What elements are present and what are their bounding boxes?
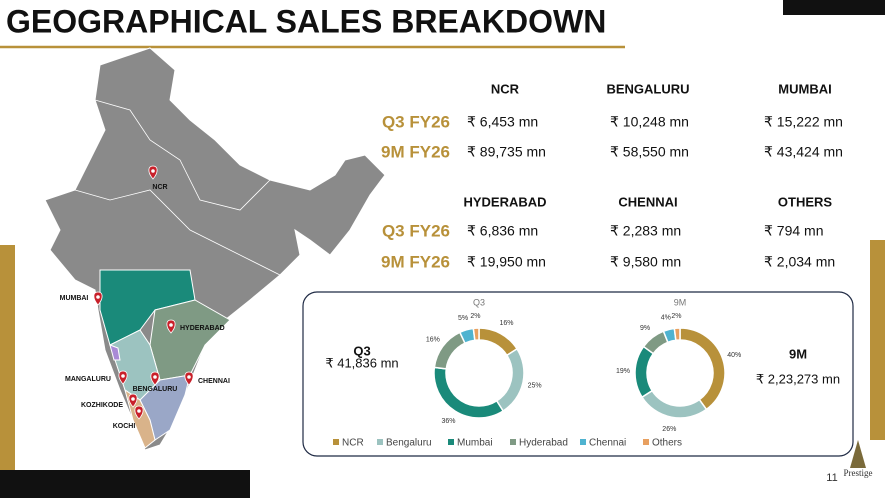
chart-title: Q3: [473, 297, 485, 307]
row-label: 9M FY26: [381, 252, 450, 271]
donut-slice: [495, 347, 525, 413]
data-label: 16%: [499, 320, 513, 327]
map-label: BENGALURU: [133, 386, 178, 393]
legend-label: Hyderabad: [519, 438, 568, 449]
column-header: MUMBAI: [778, 81, 831, 96]
map-label: KOZHIKODE: [81, 402, 123, 409]
data-label: 5%: [458, 315, 468, 322]
map-pin-dot: [96, 295, 100, 299]
legend-label: Mumbai: [457, 438, 493, 449]
state-goa: [109, 344, 121, 361]
data-label: 2%: [671, 313, 681, 320]
legend-swatch: [580, 439, 586, 445]
corner-bar: [783, 0, 885, 15]
map-label: KOCHI: [113, 423, 136, 430]
donut-slice: [478, 327, 519, 357]
column-header: CHENNAI: [618, 194, 677, 209]
sales-value: ₹ 19,950 mn: [467, 254, 546, 270]
sales-value: ₹ 58,550 mn: [610, 144, 689, 160]
row-label: 9M FY26: [381, 142, 450, 161]
sales-value: ₹ 6,836 mn: [467, 223, 538, 239]
sales-value: ₹ 794 mn: [764, 223, 824, 239]
total-value: ₹ 41,836 mn: [325, 355, 398, 370]
map-outline: [44, 47, 386, 451]
legend-swatch: [377, 439, 383, 445]
map-pin-dot: [151, 169, 155, 173]
total-value: ₹ 2,23,273 mn: [756, 371, 840, 386]
india-map: [44, 47, 386, 451]
total-label: 9M: [789, 346, 807, 361]
sales-value: ₹ 15,222 mn: [764, 114, 843, 130]
legend-label: Chennai: [589, 438, 626, 449]
map-label: NCR: [152, 184, 167, 191]
sales-value: ₹ 2,283 mn: [610, 223, 681, 239]
data-label: 36%: [441, 418, 455, 425]
map-pin-dot: [137, 409, 141, 413]
donut-slice: [640, 389, 708, 419]
column-header: OTHERS: [778, 194, 833, 209]
state-maharashtra: [99, 269, 196, 346]
side-bar: [870, 240, 885, 440]
donut-slice: [472, 327, 480, 342]
legend-swatch: [333, 439, 339, 445]
bottom-bar: [0, 470, 250, 498]
total-label: Q3: [353, 343, 370, 358]
sales-value: ₹ 10,248 mn: [610, 114, 689, 130]
sales-value: ₹ 2,034 mn: [764, 254, 835, 270]
row-label: Q3 FY26: [382, 221, 450, 240]
data-label: 26%: [662, 426, 676, 433]
page-number: 11: [826, 472, 837, 484]
map-label: CHENNAI: [198, 378, 230, 385]
map-pin-dot: [121, 374, 125, 378]
logo: Prestige: [844, 440, 873, 478]
legend-label: NCR: [342, 438, 364, 449]
state-border: [74, 189, 281, 276]
donut-slice: [634, 345, 655, 399]
map-pin-dot: [187, 375, 191, 379]
legend-label: Others: [652, 438, 682, 449]
row-label: Q3 FY26: [382, 112, 450, 131]
slide-title: GEOGRAPHICAL SALES BREAKDOWN: [6, 3, 606, 39]
chart-frame: [302, 291, 854, 457]
chart-title: 9M: [674, 297, 687, 307]
column-header: HYDERABAD: [463, 194, 546, 209]
donut-slice: [673, 327, 681, 342]
column-header: BENGALURU: [606, 81, 689, 96]
map-pin-dot: [169, 323, 173, 327]
sales-value: ₹ 89,735 mn: [467, 144, 546, 160]
logo-mark: [850, 440, 866, 468]
map-pin-dot: [153, 375, 157, 379]
map-label: HYDERABAD: [180, 325, 225, 332]
map-label: MANGALURU: [65, 376, 111, 383]
legend-swatch: [643, 439, 649, 445]
data-label: 4%: [661, 315, 671, 322]
legend-label: Bengaluru: [386, 438, 432, 449]
state-border: [94, 99, 271, 211]
data-label: 16%: [426, 336, 440, 343]
map-pin-dot: [131, 397, 135, 401]
data-label: 19%: [616, 368, 630, 375]
sales-value: ₹ 6,453 mn: [467, 114, 538, 130]
map-label: MUMBAI: [60, 295, 89, 302]
logo-text: Prestige: [844, 468, 873, 478]
sales-value: ₹ 43,424 mn: [764, 144, 843, 160]
data-label: 40%: [727, 352, 741, 359]
column-header: NCR: [491, 81, 520, 96]
data-label: 2%: [470, 313, 480, 320]
legend-swatch: [510, 439, 516, 445]
donut-slice: [433, 366, 505, 419]
sales-value: ₹ 9,580 mn: [610, 254, 681, 270]
data-label: 25%: [528, 382, 542, 389]
legend-swatch: [448, 439, 454, 445]
side-bar: [0, 245, 15, 498]
donut-slice: [679, 327, 726, 411]
data-label: 9%: [640, 325, 650, 332]
